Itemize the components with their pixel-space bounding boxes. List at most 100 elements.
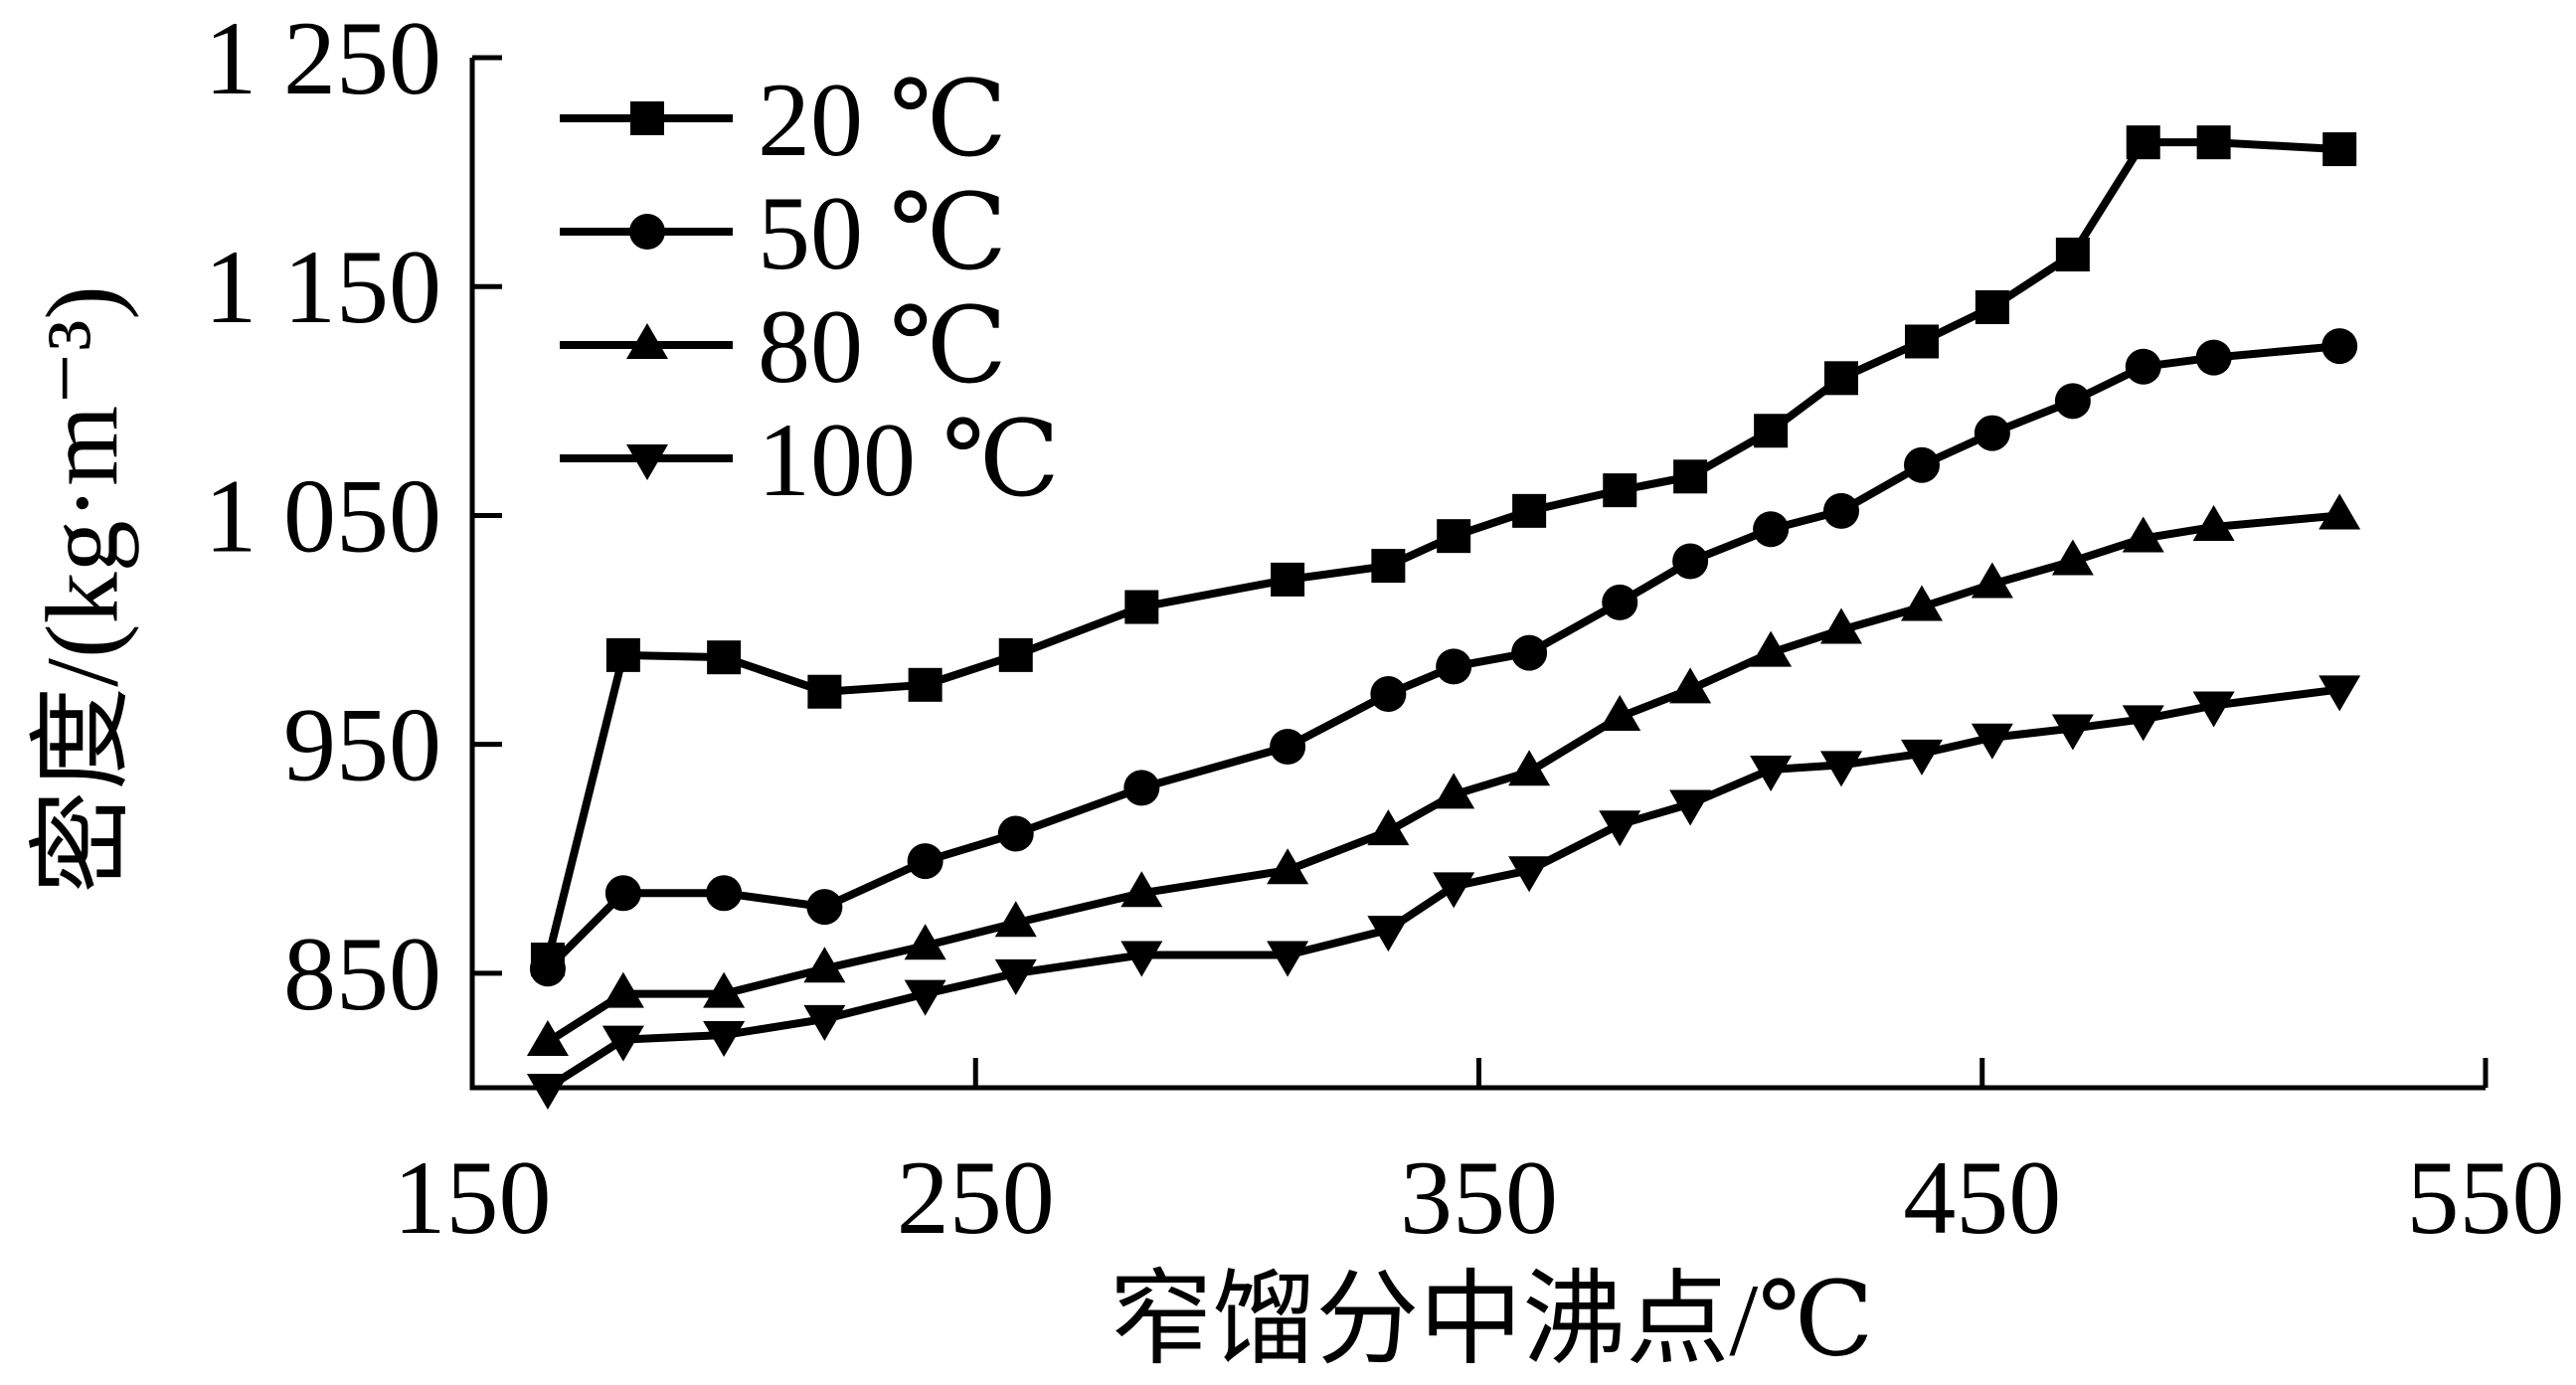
point-s0-8 bbox=[1371, 549, 1406, 584]
point-s0-19 bbox=[2196, 125, 2231, 160]
point-s3-1 bbox=[601, 1025, 644, 1062]
point-s2-17 bbox=[2051, 539, 2094, 576]
point-s2-2 bbox=[703, 971, 746, 1008]
point-s3-0 bbox=[526, 1074, 569, 1110]
point-s0-20 bbox=[2322, 132, 2357, 167]
point-s0-5 bbox=[998, 637, 1033, 672]
point-s2-11 bbox=[1599, 695, 1641, 732]
point-s3-5 bbox=[994, 958, 1037, 995]
legend-marker bbox=[629, 214, 665, 250]
point-s3-6 bbox=[1120, 941, 1163, 977]
point-s1-13 bbox=[1753, 511, 1790, 548]
x-tick-label: 450 bbox=[1903, 1139, 2061, 1256]
y-tick-label: 1 050 bbox=[205, 457, 442, 574]
point-s1-11 bbox=[1602, 584, 1638, 620]
legend-label: 20 ℃ bbox=[758, 62, 1007, 178]
point-s1-1 bbox=[604, 875, 641, 912]
point-s2-15 bbox=[1901, 585, 1943, 621]
point-s2-1 bbox=[601, 971, 644, 1008]
point-s0-18 bbox=[2126, 125, 2160, 160]
y-tick-label: 850 bbox=[283, 916, 441, 1032]
point-s2-16 bbox=[1971, 562, 2013, 599]
point-s1-19 bbox=[2195, 339, 2232, 376]
point-s2-8 bbox=[1367, 809, 1410, 846]
series-1 bbox=[529, 328, 2358, 987]
point-s3-10 bbox=[1508, 856, 1551, 893]
point-s1-14 bbox=[1823, 492, 1859, 529]
series-3 bbox=[526, 675, 2361, 1110]
point-s2-19 bbox=[2192, 504, 2235, 541]
point-s1-20 bbox=[2321, 328, 2358, 365]
point-s1-3 bbox=[806, 889, 843, 926]
point-s1-6 bbox=[1123, 770, 1160, 806]
point-s2-4 bbox=[904, 924, 946, 960]
point-s1-10 bbox=[1511, 634, 1548, 671]
point-s3-18 bbox=[2122, 705, 2164, 742]
point-s1-16 bbox=[1974, 415, 2010, 451]
point-s0-13 bbox=[1754, 414, 1789, 448]
point-s1-17 bbox=[2054, 383, 2091, 420]
point-s0-10 bbox=[1512, 493, 1547, 528]
point-s3-7 bbox=[1267, 941, 1309, 977]
y-axis-label: 密度/(kg·m⁻³) bbox=[26, 285, 140, 894]
point-s3-2 bbox=[703, 1021, 746, 1058]
point-s0-17 bbox=[2055, 237, 2090, 271]
point-s0-16 bbox=[1975, 289, 2009, 324]
point-s2-20 bbox=[2318, 493, 2361, 530]
point-s2-3 bbox=[803, 947, 846, 983]
x-tick-label: 350 bbox=[1400, 1139, 1558, 1256]
point-s1-4 bbox=[907, 843, 944, 880]
point-s0-7 bbox=[1271, 562, 1305, 597]
point-s3-19 bbox=[2192, 691, 2235, 728]
point-s1-18 bbox=[2125, 348, 2161, 385]
legend-marker bbox=[626, 323, 668, 359]
point-s3-14 bbox=[1820, 751, 1862, 787]
point-s1-8 bbox=[1370, 676, 1407, 713]
point-s3-17 bbox=[2051, 714, 2094, 751]
point-s3-9 bbox=[1433, 872, 1475, 909]
point-s3-13 bbox=[1750, 755, 1793, 791]
point-s1-15 bbox=[1904, 446, 1940, 483]
point-s2-13 bbox=[1750, 630, 1793, 667]
point-s3-8 bbox=[1367, 916, 1410, 952]
series-2 bbox=[526, 493, 2361, 1056]
legend-item-2: 80 ℃ bbox=[560, 288, 1007, 405]
legend-item-1: 50 ℃ bbox=[560, 175, 1007, 291]
point-s2-14 bbox=[1820, 607, 1862, 644]
point-s0-12 bbox=[1673, 459, 1708, 494]
point-s1-7 bbox=[1270, 728, 1306, 765]
legend-marker bbox=[630, 101, 664, 135]
x-tick-label: 550 bbox=[2407, 1139, 2565, 1256]
legend-label: 80 ℃ bbox=[758, 288, 1007, 405]
point-s2-9 bbox=[1433, 773, 1475, 809]
legend-marker bbox=[626, 444, 668, 480]
point-s3-15 bbox=[1901, 739, 1943, 776]
y-tick-label: 1 250 bbox=[205, 0, 442, 116]
point-s1-12 bbox=[1672, 543, 1709, 580]
point-s3-3 bbox=[803, 1004, 846, 1041]
point-s2-12 bbox=[1669, 667, 1712, 704]
point-s3-20 bbox=[2318, 675, 2361, 712]
point-s3-16 bbox=[1971, 723, 2013, 760]
x-tick-label: 150 bbox=[394, 1139, 552, 1256]
point-s3-4 bbox=[904, 979, 946, 1016]
point-s1-0 bbox=[529, 951, 566, 987]
point-s3-12 bbox=[1669, 789, 1712, 826]
point-s2-0 bbox=[526, 1019, 569, 1056]
x-tick-label: 250 bbox=[897, 1139, 1055, 1256]
axes: 850 950 1 050 1 150 1 250 150 250 350 450 550 bbox=[205, 0, 2565, 1256]
point-s2-6 bbox=[1120, 871, 1163, 908]
point-s2-5 bbox=[994, 901, 1037, 938]
series-layer bbox=[526, 125, 2361, 1110]
legend-label: 100 ℃ bbox=[758, 402, 1060, 518]
point-s0-3 bbox=[807, 674, 842, 709]
y-tick-label: 950 bbox=[283, 687, 441, 803]
legend-item-0: 20 ℃ bbox=[560, 62, 1007, 178]
point-s0-6 bbox=[1124, 590, 1159, 624]
x-axis-label: 窄馏分中沸点/℃ bbox=[1109, 1264, 1873, 1378]
point-s0-15 bbox=[1905, 324, 1939, 359]
legend-item-3: 100 ℃ bbox=[560, 402, 1060, 518]
point-s0-14 bbox=[1824, 361, 1858, 396]
